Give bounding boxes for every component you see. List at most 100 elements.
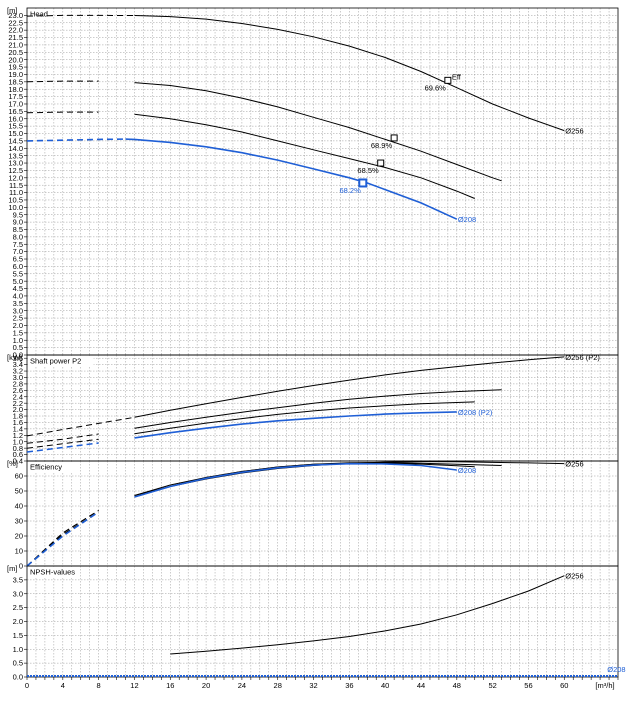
title-background <box>28 567 81 577</box>
y-tick-label: 12.0 <box>8 173 23 182</box>
operating-point-marker <box>390 134 398 142</box>
x-tick-label: 40 <box>381 681 389 690</box>
y-tick-label: 0.8 <box>13 444 23 453</box>
y-tick-label: 19.0 <box>8 70 23 79</box>
series-line <box>134 356 565 418</box>
series-end-label: Ø256 <box>565 572 583 581</box>
y-tick-label: 6.5 <box>13 255 23 264</box>
panel-2: 0 10 20 30 40 50 60 [%] Efficiency Ø256 Ø208 <box>7 459 619 571</box>
y-tick-label: 7.0 <box>13 247 23 256</box>
y-tick-label: 50 <box>15 487 23 496</box>
y-tick-label: 3.6 <box>13 354 23 363</box>
y-tick-label: 4.5 <box>13 284 23 293</box>
y-tick-label: 5.0 <box>13 277 23 286</box>
y-tick-label: 22.5 <box>8 18 23 27</box>
y-tick-label: 17.0 <box>8 100 23 109</box>
series-end-label: Ø256 <box>565 460 583 469</box>
series-end-label: Ø256 (P2) <box>565 353 600 362</box>
x-tick-label: 60 <box>560 681 568 690</box>
series-line <box>134 462 502 496</box>
y-tick-label: 2.0 <box>13 321 23 330</box>
y-tick-label: 0.0 <box>13 673 23 682</box>
y-tick-label: 20 <box>15 532 23 541</box>
x-tick-label: 0 <box>25 681 29 690</box>
series-line <box>170 575 565 655</box>
series-line-dashed <box>26 111 99 114</box>
y-tick-label: 16.0 <box>8 114 23 123</box>
y-tick-label: 3.0 <box>13 589 23 598</box>
series-line-dashed <box>26 442 99 453</box>
y-tick-label: 3.4 <box>13 360 23 369</box>
y-tick-label: 0.0 <box>13 351 23 360</box>
y-tick-label: 16.5 <box>8 107 23 116</box>
efficiency-value: 68.9% <box>371 141 393 150</box>
y-tick-label: 20.5 <box>8 48 23 57</box>
x-tick-label: 48 <box>453 681 461 690</box>
unit-label: [%] <box>7 459 18 468</box>
x-tick-label: 24 <box>238 681 246 690</box>
series-line <box>134 15 565 132</box>
y-tick-label: 1.5 <box>13 631 23 640</box>
x-tick-label: 28 <box>274 681 282 690</box>
series-line-dashed <box>26 433 99 444</box>
x-tick-label: 4 <box>61 681 65 690</box>
y-tick-label: 3.5 <box>13 299 23 308</box>
y-tick-label: 18.0 <box>8 85 23 94</box>
y-tick-label: 2.2 <box>13 399 23 408</box>
y-tick-label: 10.5 <box>8 196 23 205</box>
y-tick-label: 20.0 <box>8 55 23 64</box>
y-tick-label: 2.8 <box>13 380 23 389</box>
y-tick-label: 2.5 <box>13 603 23 612</box>
y-tick-label: 14.5 <box>8 136 23 145</box>
series-end-label: Ø208 <box>458 466 476 475</box>
y-tick-label: 19.5 <box>8 63 23 72</box>
panel-1: 0.40.60.81.01.21.41.61.82.02.22.42.62.83… <box>7 353 619 466</box>
x-tick-label: 36 <box>345 681 353 690</box>
series-line-dashed <box>26 416 135 437</box>
y-tick-label: 23.0 <box>8 11 23 20</box>
y-tick-label: 11.5 <box>9 181 23 190</box>
series-end-label: Ø208 (P2) <box>458 408 493 417</box>
unit-label: [m] <box>7 564 17 573</box>
title-background <box>28 9 50 19</box>
y-tick-label: 3.0 <box>13 373 23 382</box>
y-tick-label: 9.5 <box>13 210 23 219</box>
series-line-dashed <box>26 438 99 449</box>
y-tick-label: 8.0 <box>13 232 23 241</box>
y-tick-label: 14.0 <box>8 144 23 153</box>
panel-title: Shaft power P2 <box>30 357 81 366</box>
efficiency-value: 68.5% <box>357 166 379 175</box>
y-tick-label: 13.5 <box>8 151 23 160</box>
y-tick-label: 9.0 <box>13 218 23 227</box>
y-tick-label: 2.6 <box>13 386 23 395</box>
y-tick-label: 1.5 <box>13 328 23 337</box>
y-tick-label: 0.5 <box>13 659 23 668</box>
y-tick-label: 15.5 <box>8 122 23 131</box>
y-tick-label: 13.0 <box>8 159 23 168</box>
y-tick-label: 40 <box>15 502 23 511</box>
efficiency-value: 68.2% <box>340 186 362 195</box>
y-tick-label: 1.0 <box>13 645 23 654</box>
operating-point-marker <box>377 159 385 167</box>
y-tick-label: 21.0 <box>8 41 23 50</box>
series-line <box>134 462 457 498</box>
y-tick-label: 1.4 <box>13 424 23 433</box>
y-tick-label: 12.5 <box>8 166 23 175</box>
series-line <box>134 389 502 429</box>
y-tick-label: 11.0 <box>9 188 23 197</box>
operating-point-marker <box>444 76 452 84</box>
series-line <box>134 82 502 182</box>
unit-label: [kW] <box>7 353 22 362</box>
panel-3: 0.0 0.5 1.0 1.5 2.0 2.5 3.0 3.5 [m] NPSH-values Ø2… <box>7 564 626 682</box>
y-tick-label: 18.5 <box>8 77 23 86</box>
series-end-label: Ø208 <box>458 215 476 224</box>
y-tick-label: 2.0 <box>13 617 23 626</box>
efficiency-value: 69.6% <box>425 83 447 92</box>
y-tick-label: 3.0 <box>13 306 23 315</box>
y-tick-label: 0.6 <box>13 450 23 459</box>
series-end-label: Ø208 <box>607 665 625 674</box>
y-tick-label: 60 <box>15 472 23 481</box>
series-line-dashed <box>26 80 99 83</box>
series-line <box>134 411 457 439</box>
